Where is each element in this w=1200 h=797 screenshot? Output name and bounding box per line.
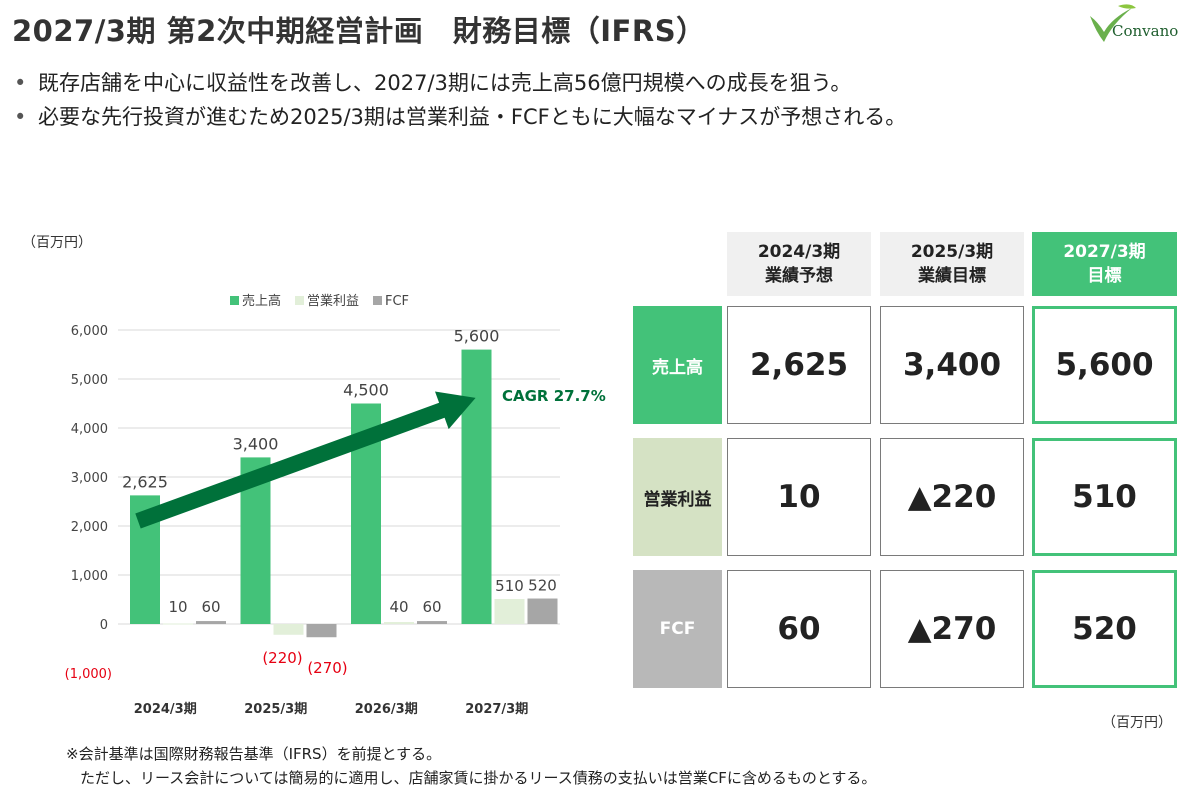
legend-swatch: [230, 296, 239, 305]
bar-fcf: [527, 598, 558, 624]
bar-sales: [461, 349, 492, 624]
footnotes: ※会計基準は国際財務報告基準（IFRS）を前提とする。 ただし、リース会計につい…: [66, 742, 876, 790]
footnote: ただし、リース会計については簡易的に適用し、店舗家賃に掛かるリース債務の支払いは…: [80, 769, 877, 787]
y-tick-label: 2,000: [71, 520, 108, 535]
column-header-2024: 2024/3期 業績予想: [727, 232, 871, 296]
y-tick-label: 1,000: [71, 569, 108, 584]
legend-label: 営業利益: [307, 293, 359, 309]
y-tick-label: 6,000: [71, 324, 108, 339]
bar-operating-profit: [384, 622, 414, 624]
row-header-sales: 売上高: [633, 306, 722, 424]
y-tick-label: (1,000): [65, 667, 112, 682]
convano-logo: [1090, 4, 1136, 42]
table-unit-label: （百万円）: [1102, 715, 1172, 731]
column-header-type: 目標: [1087, 266, 1122, 286]
x-category-label: 2025/3期: [244, 702, 307, 717]
bar-fcf: [196, 621, 226, 624]
legend-swatch: [295, 296, 304, 305]
data-label: 520: [528, 577, 557, 595]
data-label: 60: [422, 598, 441, 616]
cagr-arrow: [135, 391, 476, 529]
table-cell-sales-2024: 2,625: [727, 306, 871, 424]
bar-operating-profit: [494, 599, 525, 624]
cagr-label: CAGR 27.7%: [502, 387, 606, 405]
bar-operating-profit: [163, 623, 193, 625]
table-cell-sales-2025: 3,400: [880, 306, 1024, 424]
x-category-label: 2027/3期: [465, 702, 528, 717]
x-category-label: 2026/3期: [355, 702, 418, 717]
data-label: 10: [168, 598, 187, 616]
column-header-year: 2027/3期: [1063, 242, 1146, 262]
legend-label: 売上高: [242, 293, 281, 309]
y-tick-label: 4,000: [71, 422, 108, 437]
y-tick-label: 5,000: [71, 373, 108, 388]
footnote: ※会計基準は国際財務報告基準（IFRS）を前提とする。: [66, 745, 442, 763]
row-header-fcf: FCF: [633, 570, 722, 688]
column-header-2025: 2025/3期 業績目標: [880, 232, 1024, 296]
table-cell-fcf-2024: 60: [727, 570, 871, 688]
data-label: 5,600: [454, 327, 500, 346]
table-cell-op-2025: ▲220: [880, 438, 1024, 556]
legend-label: FCF: [385, 294, 409, 309]
table-cell-op-2027: 510: [1032, 438, 1177, 556]
table-cell-sales-2027: 5,600: [1032, 306, 1177, 424]
data-label: 40: [389, 598, 408, 616]
bar-chart: （百万円） 6,000 5,000 4,000 3,000 2,000 1,000 0 (1,0…: [22, 235, 606, 717]
bar-fcf: [306, 624, 337, 638]
data-label: 60: [201, 598, 220, 616]
table-cell-op-2024: 10: [727, 438, 871, 556]
bar-fcf: [417, 621, 447, 624]
data-label: (220): [262, 649, 302, 667]
data-label: 510: [495, 577, 524, 595]
table-cell-fcf-2025: ▲270: [880, 570, 1024, 688]
column-header-year: 2025/3期: [910, 242, 994, 262]
x-category-label: 2024/3期: [134, 702, 197, 717]
column-header-type: 業績予想: [765, 266, 833, 286]
data-label: 3,400: [233, 434, 279, 453]
legend-swatch: [373, 296, 382, 305]
data-label: (270): [307, 659, 347, 677]
y-tick-label: 0: [100, 618, 108, 633]
bullet-item: • 既存店舗を中心に収益性を改善し、2027/3期には売上高56億円規模への成長を…: [14, 71, 852, 95]
table-cell-fcf-2027: 520: [1032, 570, 1177, 688]
data-label: 2,625: [122, 472, 168, 491]
column-header-2027: 2027/3期 目標: [1032, 232, 1177, 296]
bullet-item: • 必要な先行投資が進むため2025/3期は営業利益・FCFともに大幅なマイナスが…: [14, 105, 907, 129]
page-title: 2027/3期 第2次中期経営計画 財務目標（IFRS）: [12, 14, 706, 48]
y-tick-label: 3,000: [71, 471, 108, 486]
bullet-list: • 既存店舗を中心に収益性を改善し、2027/3期には売上高56億円規模への成長を…: [14, 66, 906, 134]
data-label: 4,500: [343, 381, 389, 400]
column-header-type: 業績目標: [918, 266, 986, 286]
row-header-operating-profit: 営業利益: [633, 438, 722, 556]
bullet-text: 既存店舗を中心に収益性を改善し、2027/3期には売上高56億円規模への成長を狙…: [38, 71, 852, 95]
logo-text: Convano: [1112, 22, 1179, 40]
column-header-year: 2024/3期: [757, 242, 841, 262]
bar-operating-profit: [273, 624, 304, 635]
bullet-text: 必要な先行投資が進むため2025/3期は営業利益・FCFともに大幅なマイナスが予…: [38, 105, 907, 129]
chart-unit-label: （百万円）: [22, 235, 92, 251]
